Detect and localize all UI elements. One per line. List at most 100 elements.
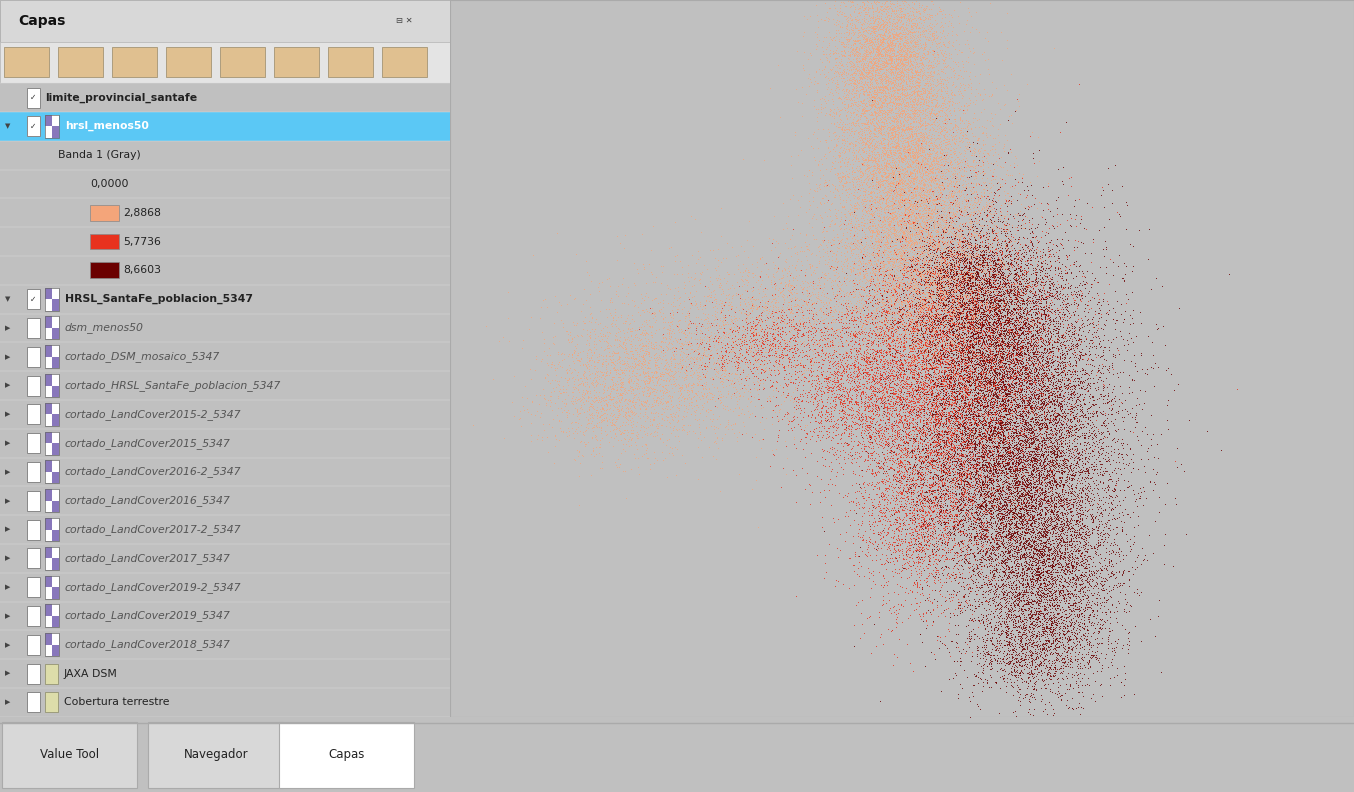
Point xyxy=(946,215,968,227)
Point xyxy=(811,192,833,204)
Point xyxy=(795,228,816,241)
Point xyxy=(669,384,691,397)
Point xyxy=(991,448,1013,461)
Point xyxy=(1003,352,1025,365)
Point xyxy=(1082,567,1104,580)
Point xyxy=(711,295,733,307)
Point xyxy=(975,322,997,334)
Point xyxy=(919,303,941,315)
Point xyxy=(571,403,593,416)
Point xyxy=(896,238,918,250)
Point xyxy=(877,276,899,288)
Point xyxy=(1036,519,1057,531)
Point xyxy=(892,59,914,72)
Point xyxy=(769,309,791,322)
Point xyxy=(956,339,978,352)
Point xyxy=(1045,647,1067,660)
Point xyxy=(990,371,1011,383)
Point xyxy=(815,305,837,318)
Point xyxy=(914,539,936,552)
Point xyxy=(972,177,994,190)
Point xyxy=(971,409,992,421)
Point xyxy=(930,474,952,487)
Point xyxy=(651,366,673,379)
Point xyxy=(884,21,906,33)
Point xyxy=(887,650,909,663)
Point xyxy=(1059,608,1080,621)
Point xyxy=(999,592,1021,604)
Point xyxy=(892,51,914,63)
Point xyxy=(987,347,1009,360)
Point xyxy=(1007,451,1029,463)
Point xyxy=(578,402,600,415)
Point xyxy=(927,191,949,204)
Point xyxy=(909,69,930,82)
Point xyxy=(1053,622,1075,634)
Point xyxy=(708,348,730,361)
Point xyxy=(1011,497,1033,509)
Point xyxy=(879,230,900,242)
Point xyxy=(807,337,829,349)
Point xyxy=(960,235,982,248)
Point xyxy=(925,485,946,498)
Point xyxy=(998,245,1020,257)
Point xyxy=(959,404,980,417)
Point xyxy=(948,376,969,389)
Point xyxy=(918,138,940,150)
Point xyxy=(902,341,923,353)
Point xyxy=(1024,608,1045,621)
Point xyxy=(871,67,892,80)
Point xyxy=(918,146,940,158)
Point xyxy=(1066,371,1087,384)
Point xyxy=(919,92,941,105)
Point xyxy=(868,82,890,94)
Point xyxy=(948,96,969,109)
Point xyxy=(934,526,956,539)
Point xyxy=(918,165,940,177)
Point xyxy=(900,261,922,273)
Point xyxy=(1072,506,1094,519)
Point xyxy=(898,417,919,429)
Point xyxy=(844,89,865,102)
Point xyxy=(990,387,1011,400)
Point xyxy=(1017,550,1039,562)
Point xyxy=(887,441,909,454)
Point xyxy=(861,154,883,166)
Point xyxy=(957,493,979,506)
Point xyxy=(1036,464,1057,477)
Point xyxy=(852,144,873,157)
Point xyxy=(1060,462,1082,474)
Point xyxy=(955,341,976,354)
Point xyxy=(867,43,888,55)
Point xyxy=(1053,377,1075,390)
Point xyxy=(867,104,888,116)
Point xyxy=(1048,355,1070,367)
Point xyxy=(934,524,956,536)
Point xyxy=(951,440,972,452)
Point xyxy=(969,244,991,257)
Point xyxy=(754,287,776,300)
Point xyxy=(1006,302,1028,314)
Point xyxy=(1041,617,1063,630)
Point xyxy=(941,389,963,402)
Point xyxy=(892,218,914,230)
Point xyxy=(852,238,873,251)
Point xyxy=(745,326,766,338)
Point xyxy=(987,599,1009,611)
Point xyxy=(988,282,1010,295)
Point xyxy=(929,269,951,282)
Point xyxy=(753,282,774,295)
Point xyxy=(971,296,992,309)
Point xyxy=(906,150,927,163)
Point xyxy=(877,314,899,326)
Point xyxy=(1021,573,1043,585)
Point xyxy=(957,345,979,358)
Point xyxy=(986,440,1007,453)
Point xyxy=(1033,446,1055,459)
Point xyxy=(586,351,608,364)
Point xyxy=(724,312,746,325)
Point xyxy=(904,268,926,280)
Point xyxy=(930,344,952,356)
Point xyxy=(994,499,1016,512)
Point xyxy=(971,358,992,371)
